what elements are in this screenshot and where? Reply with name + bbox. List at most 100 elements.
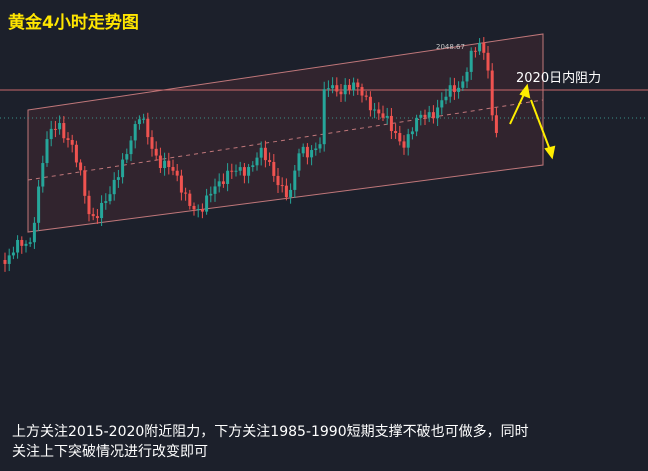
arrow-up [509, 91, 526, 125]
candle-body [268, 160, 272, 162]
candle-body [255, 157, 259, 166]
candle-body [322, 89, 326, 145]
candle-body [314, 148, 318, 151]
candle-body [163, 160, 167, 169]
candle-body [478, 42, 482, 52]
candle-body [24, 243, 28, 246]
candle-body [394, 131, 398, 134]
arrow-down-head [544, 145, 556, 160]
candle-body [188, 193, 192, 206]
candle-body [377, 109, 381, 114]
candle-body [79, 162, 83, 171]
candle-body [242, 167, 246, 176]
candle-body [410, 131, 414, 135]
candle-body [276, 175, 280, 186]
candle-body [347, 84, 351, 91]
arrow-down [530, 99, 551, 151]
candle-body [318, 144, 322, 149]
candle-body [356, 82, 360, 88]
candle-body [116, 177, 120, 180]
candle-body [331, 85, 335, 89]
caption-line: 上方关注2015-2020附近阻力，下方关注1985-1990短期支撑不破也可做… [12, 424, 529, 440]
candle-body [129, 140, 133, 155]
candle-body [221, 181, 225, 184]
candle-body [108, 194, 112, 202]
candle-body [146, 118, 150, 138]
candle-body [209, 193, 213, 196]
candle-body [469, 50, 473, 72]
candle-body [251, 165, 255, 168]
candle-body [259, 147, 263, 158]
candle-body [461, 81, 465, 88]
candle-body [133, 124, 137, 141]
candle-body [339, 91, 343, 95]
candle-body [70, 140, 74, 145]
candle-body [91, 214, 95, 217]
candle-body [389, 115, 393, 132]
candle-body [230, 170, 234, 172]
candle-body [494, 115, 498, 133]
candles [3, 37, 498, 272]
channel [27, 33, 544, 233]
candle-body [247, 167, 251, 176]
candle-body [234, 170, 238, 172]
candle-body [360, 87, 364, 96]
title: 黄金4小时走势图 [8, 13, 139, 33]
candle-body [196, 209, 200, 211]
peak-label: 2048.67 [436, 43, 465, 51]
candle-body [154, 148, 158, 156]
candle-body [427, 112, 431, 118]
candle-body [58, 123, 62, 130]
candle-body [343, 84, 347, 95]
arrows [509, 83, 556, 160]
candle-body [289, 189, 293, 198]
candle-body [457, 87, 461, 92]
candle-body [415, 117, 419, 132]
candle-body [83, 170, 87, 196]
candle-body [184, 192, 188, 194]
candle-body [121, 159, 125, 178]
candle-body [3, 260, 7, 264]
channel-midline [27, 99, 544, 181]
candle-body [171, 167, 175, 171]
candle-body [473, 50, 477, 52]
candle-body [440, 100, 444, 108]
candle-body [402, 141, 406, 148]
candle-body [263, 147, 267, 161]
candle-body [368, 96, 372, 111]
candle-body [305, 146, 309, 158]
candle-body [297, 153, 301, 171]
candle-body [310, 150, 314, 158]
candle-body [167, 160, 171, 168]
candle-body [385, 115, 389, 118]
candle-body [335, 85, 339, 92]
candle-body [452, 85, 456, 92]
candle-body [49, 128, 53, 140]
candle-body [137, 119, 141, 125]
candle-body [95, 216, 99, 219]
candle-body [373, 109, 377, 111]
candle-body [150, 137, 154, 149]
candle-body [74, 144, 78, 163]
candle-body [293, 170, 297, 190]
candle-body [280, 185, 284, 187]
candle-body [486, 52, 490, 71]
resistance-label: 2020日内阻力 [516, 70, 601, 86]
candle-body [423, 114, 427, 118]
candle-body [226, 170, 230, 184]
candle-body [16, 239, 20, 253]
candle-body [326, 88, 330, 90]
candle-body [20, 239, 24, 246]
candle-body [62, 123, 66, 139]
caption: 上方关注2015-2020附近阻力，下方关注1985-1990短期支撑不破也可做… [12, 422, 642, 462]
candle-body [482, 42, 486, 53]
candle-body [381, 113, 385, 118]
candle-body [217, 181, 221, 187]
candle-body [112, 179, 116, 195]
candle-body [100, 202, 104, 219]
candle-body [490, 70, 494, 116]
candle-body [179, 175, 183, 193]
candle-body [398, 133, 402, 142]
